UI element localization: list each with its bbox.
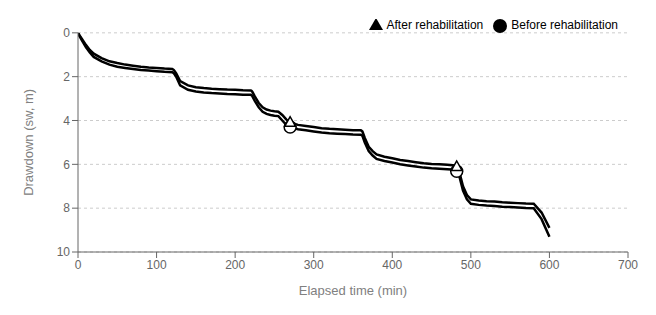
svg-text:400: 400 bbox=[382, 258, 402, 272]
svg-text:Drawdown (sw, m): Drawdown (sw, m) bbox=[21, 89, 36, 196]
html-text:After rehabilitation: After rehabilitation bbox=[386, 18, 484, 32]
svg-text:500: 500 bbox=[461, 258, 481, 272]
svg-text:6: 6 bbox=[63, 158, 70, 172]
svg-text:0: 0 bbox=[75, 258, 82, 272]
svg-text:Elapsed time (min): Elapsed time (min) bbox=[299, 283, 407, 298]
svg-text:10: 10 bbox=[57, 245, 71, 259]
svg-text:8: 8 bbox=[63, 201, 70, 215]
svg-text:0: 0 bbox=[63, 26, 70, 40]
svg-text:600: 600 bbox=[539, 258, 559, 272]
svg-text:2: 2 bbox=[63, 70, 70, 84]
svg-text:700: 700 bbox=[618, 258, 638, 272]
html-text:Before rehabilitation: Before rehabilitation bbox=[511, 18, 618, 32]
svg-text:200: 200 bbox=[225, 258, 245, 272]
svg-text:4: 4 bbox=[63, 114, 70, 128]
svg-text:100: 100 bbox=[147, 258, 167, 272]
svg-text:300: 300 bbox=[304, 258, 324, 272]
